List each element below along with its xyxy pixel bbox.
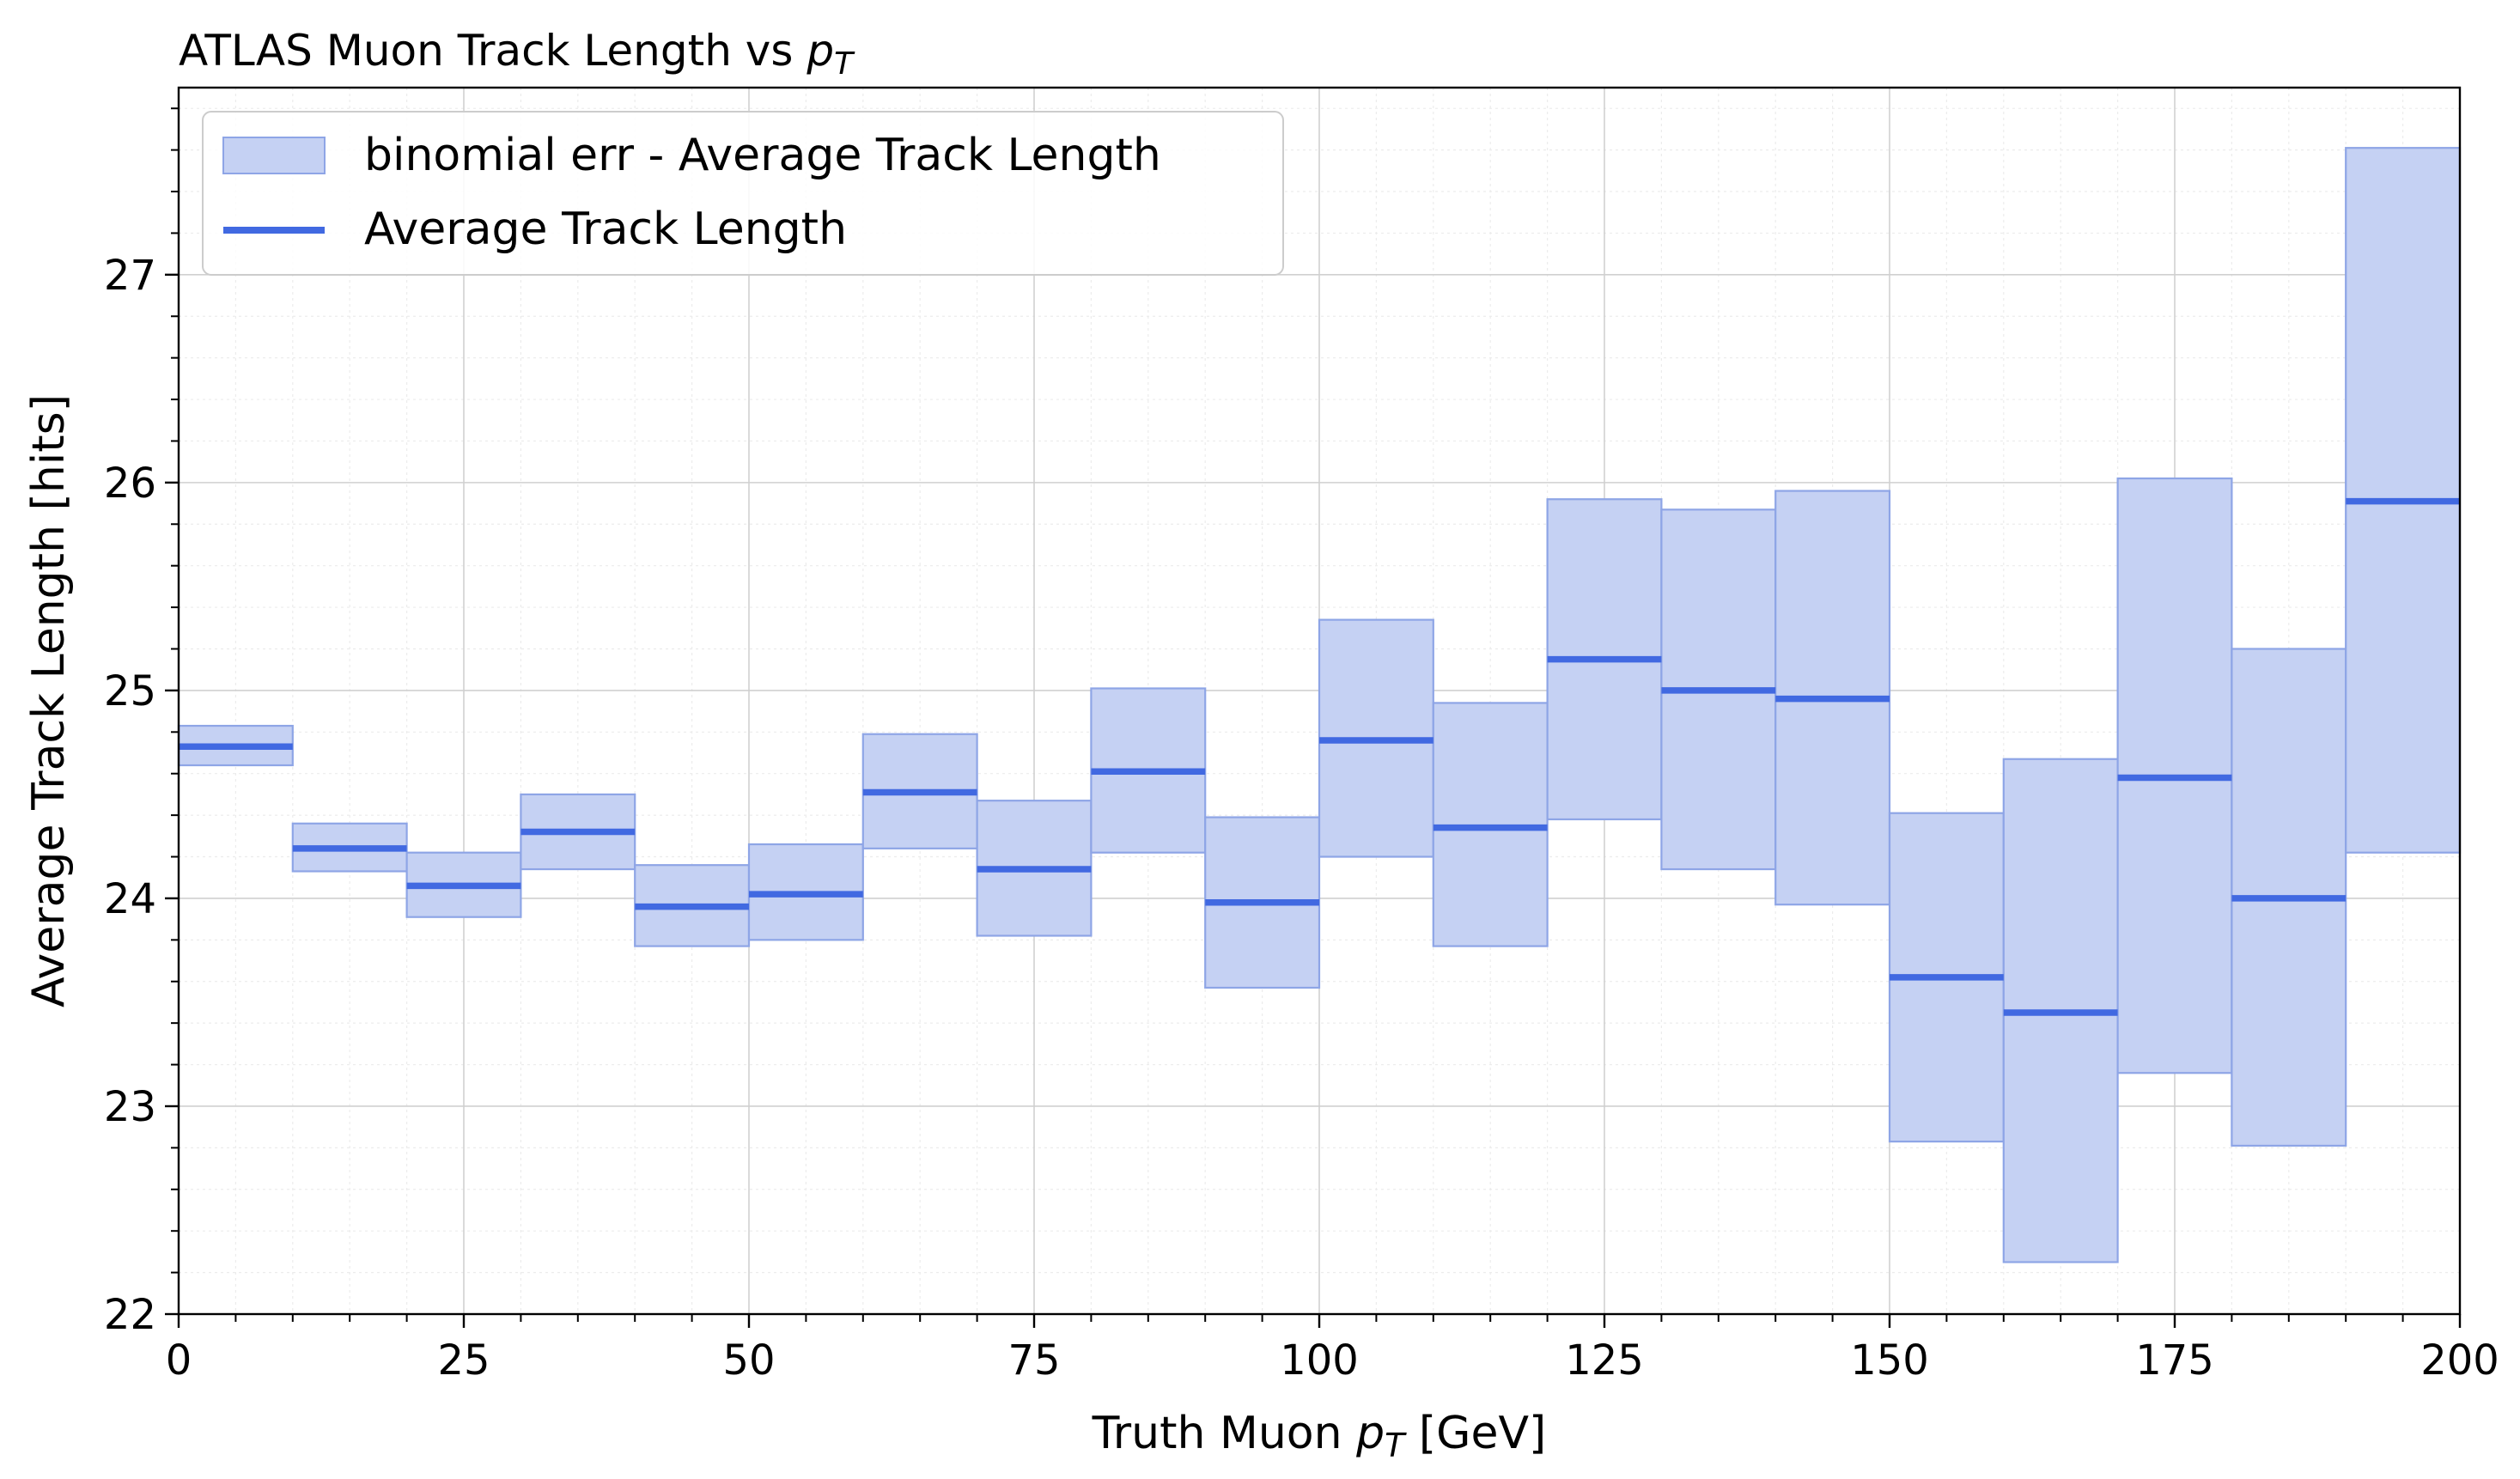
x-tick-label: 0 xyxy=(166,1336,192,1385)
x-tick-label: 175 xyxy=(2135,1336,2214,1385)
legend-box xyxy=(202,111,1284,276)
x-tick-label: 50 xyxy=(722,1336,775,1385)
x-tick-label: 100 xyxy=(1280,1336,1359,1385)
y-tick-label: 25 xyxy=(104,667,156,715)
average-lines xyxy=(179,497,2460,1016)
legend-band-label: binomial err - Average Track Length xyxy=(364,130,1161,181)
legend-line-label: Average Track Length xyxy=(364,204,847,255)
legend: binomial err - Average Track Length Aver… xyxy=(202,111,1284,276)
y-tick-label: 24 xyxy=(104,875,156,923)
y-tick-label: 23 xyxy=(104,1083,156,1131)
y-axis-label: Average Track Length [hits] xyxy=(23,394,75,1007)
x-tick-label: 200 xyxy=(2420,1336,2499,1385)
x-tick-label: 125 xyxy=(1565,1336,1644,1385)
x-axis-label: Truth Muon pT [GeV] xyxy=(1092,1408,1547,1464)
y-tick-label: 22 xyxy=(104,1291,156,1339)
x-tick-label: 75 xyxy=(1007,1336,1060,1385)
x-tick-label: 150 xyxy=(1850,1336,1929,1385)
x-tick-label: 25 xyxy=(437,1336,490,1385)
x-axis-ticks: 0 25 50 75 100 125 150 175 200 xyxy=(166,1314,2499,1385)
chart-title: ATLAS Muon Track Length vs pT xyxy=(179,26,855,82)
y-tick-label: 26 xyxy=(104,460,156,508)
y-tick-label: 27 xyxy=(104,252,156,300)
legend-band-swatch xyxy=(222,137,326,174)
y-axis-ticks: 22 23 24 25 26 27 xyxy=(104,107,179,1339)
